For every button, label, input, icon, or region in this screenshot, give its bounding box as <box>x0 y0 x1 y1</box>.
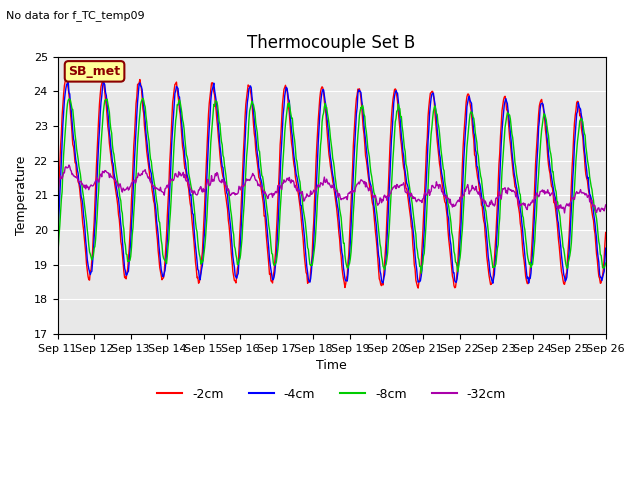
-32cm <box>561 210 568 216</box>
-2cm <box>54 214 61 220</box>
-8cm <box>415 257 423 263</box>
-32cm <box>63 165 71 171</box>
-8cm <box>54 249 61 255</box>
-8cm <box>399 129 407 135</box>
-2cm <box>205 100 213 106</box>
-4cm <box>399 149 407 155</box>
-2cm <box>414 285 422 291</box>
-2cm <box>62 74 70 80</box>
-32cm <box>602 202 609 208</box>
-8cm <box>139 96 147 101</box>
Text: SB_met: SB_met <box>68 65 120 78</box>
-8cm <box>177 100 184 106</box>
Line: -8cm: -8cm <box>58 98 605 273</box>
-2cm <box>177 112 184 118</box>
-2cm <box>416 276 424 282</box>
-8cm <box>205 171 213 177</box>
-32cm <box>415 196 423 202</box>
-4cm <box>205 125 213 131</box>
X-axis label: Time: Time <box>316 360 347 372</box>
Text: No data for f_TC_temp09: No data for f_TC_temp09 <box>6 10 145 21</box>
Legend: -2cm, -4cm, -8cm, -32cm: -2cm, -4cm, -8cm, -32cm <box>152 383 511 406</box>
-2cm <box>399 158 407 164</box>
-2cm <box>121 275 129 280</box>
-4cm <box>65 77 72 83</box>
Line: -2cm: -2cm <box>58 77 605 288</box>
-4cm <box>63 82 71 87</box>
-8cm <box>63 101 71 107</box>
-4cm <box>177 106 184 111</box>
Title: Thermocouple Set B: Thermocouple Set B <box>248 34 416 52</box>
-32cm <box>177 170 184 176</box>
-4cm <box>415 278 423 284</box>
-32cm <box>54 182 61 188</box>
-32cm <box>205 183 213 189</box>
-8cm <box>602 260 609 266</box>
-4cm <box>121 265 129 271</box>
-2cm <box>602 229 609 235</box>
Line: -4cm: -4cm <box>58 80 605 283</box>
-4cm <box>602 245 609 251</box>
Line: -32cm: -32cm <box>58 165 605 213</box>
-32cm <box>65 162 73 168</box>
-4cm <box>54 239 61 244</box>
-8cm <box>120 226 128 232</box>
-32cm <box>399 181 407 187</box>
-32cm <box>121 188 129 193</box>
-4cm <box>489 280 497 286</box>
Y-axis label: Temperature: Temperature <box>15 156 28 235</box>
-2cm <box>65 85 72 91</box>
-8cm <box>417 270 425 276</box>
